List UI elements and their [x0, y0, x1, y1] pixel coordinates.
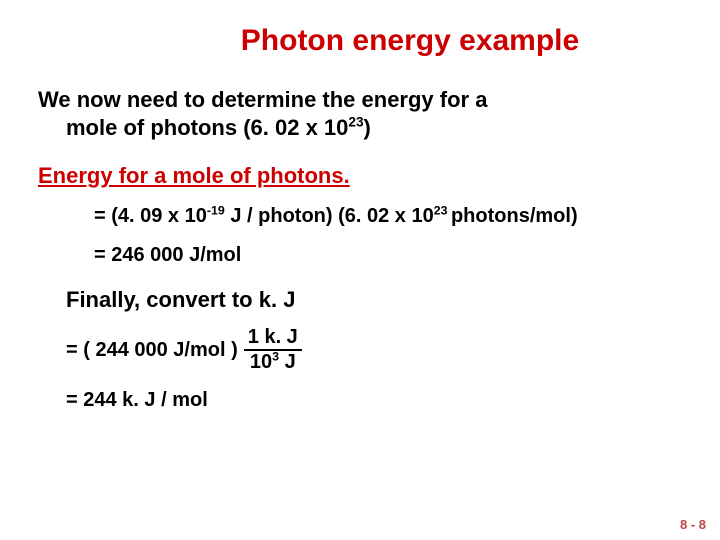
slide-content: We now need to determine the energy for … — [0, 58, 720, 412]
finally-heading: Finally, convert to k. J — [38, 287, 682, 313]
calc-line-2: = 246 000 J/mol — [38, 244, 682, 267]
calc1-exp1: -19 — [207, 203, 225, 217]
frac-prefix: = ( 244 000 J/mol ) — [66, 339, 238, 362]
para1-line2-a: mole of photons (6. 02 x 10 — [66, 115, 348, 140]
conversion-line: = ( 244 000 J/mol ) 1 k. J 103 J — [38, 327, 682, 373]
para1-line2-b: ) — [364, 115, 371, 140]
frac-den-exp: 3 — [272, 349, 279, 363]
page-number: 8 - 8 — [680, 517, 706, 532]
calc1-a: = (4. 09 x 10 — [94, 205, 207, 227]
calc1-b: J / photon) (6. 02 x 10 — [225, 205, 434, 227]
final-result: = 244 k. J / mol — [38, 389, 682, 412]
calc-line-1: = (4. 09 x 10-19 J / photon) (6. 02 x 10… — [38, 205, 682, 228]
para1-line1: We now need to determine the energy for … — [38, 87, 487, 112]
frac-numerator: 1 k. J — [244, 327, 302, 351]
section-heading: Energy for a mole of photons. — [38, 163, 682, 189]
calc1-exp2: 23 — [434, 203, 451, 217]
para1-line2: mole of photons (6. 02 x 1023) — [38, 114, 682, 142]
slide-title: Photon energy example — [0, 0, 720, 58]
para1-exp: 23 — [348, 114, 363, 129]
frac-den-b: J — [279, 351, 296, 373]
frac-denominator: 103 J — [250, 351, 296, 373]
fraction: 1 k. J 103 J — [244, 327, 302, 373]
calc1-c: photons/mol) — [451, 205, 578, 227]
frac-den-a: 10 — [250, 351, 272, 373]
intro-paragraph: We now need to determine the energy for … — [38, 86, 682, 141]
